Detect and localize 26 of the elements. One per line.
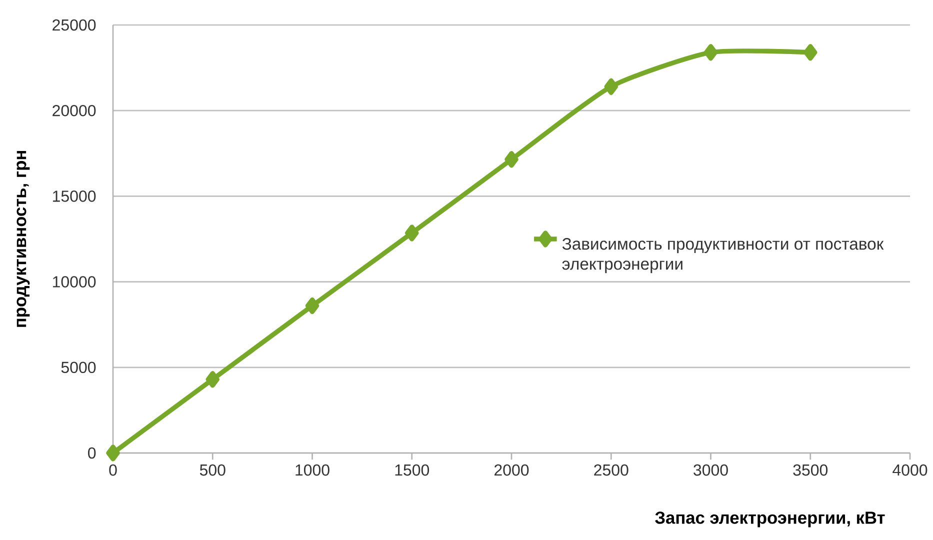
y-tick-label: 15000 — [53, 190, 96, 202]
y-tick-label: 20000 — [52, 104, 96, 116]
x-tick-label: 2000 — [494, 464, 529, 476]
point — [704, 44, 718, 61]
y-tick-label: 5000 — [61, 362, 96, 374]
x-tick-label: 1500 — [395, 464, 430, 476]
x-tick-label: 500 — [200, 464, 226, 476]
y-axis-title: продуктивность, грн — [16, 151, 30, 327]
x-tick-label: 2500 — [594, 464, 628, 476]
point — [206, 371, 220, 388]
x-tick-label: 0 — [109, 464, 117, 476]
y-tick-label: 10000 — [53, 276, 96, 288]
x-tick-label: 3500 — [793, 464, 828, 476]
y-tick-label: 0 — [88, 447, 96, 459]
y-tick-label: 25000 — [52, 19, 96, 31]
point — [804, 44, 818, 61]
point — [305, 297, 320, 314]
point — [504, 151, 518, 168]
point — [405, 224, 419, 242]
point — [604, 78, 618, 95]
x-tick-label: 3000 — [694, 464, 728, 476]
x-tick-label: 1000 — [296, 464, 330, 476]
x-tick-label: 4000 — [892, 464, 928, 476]
legend-label: Зависимость продуктивности от поставок электроэнергии — [562, 238, 884, 274]
point — [106, 444, 120, 462]
x-axis-title: Запас электроэнергии, кВт — [655, 512, 885, 528]
